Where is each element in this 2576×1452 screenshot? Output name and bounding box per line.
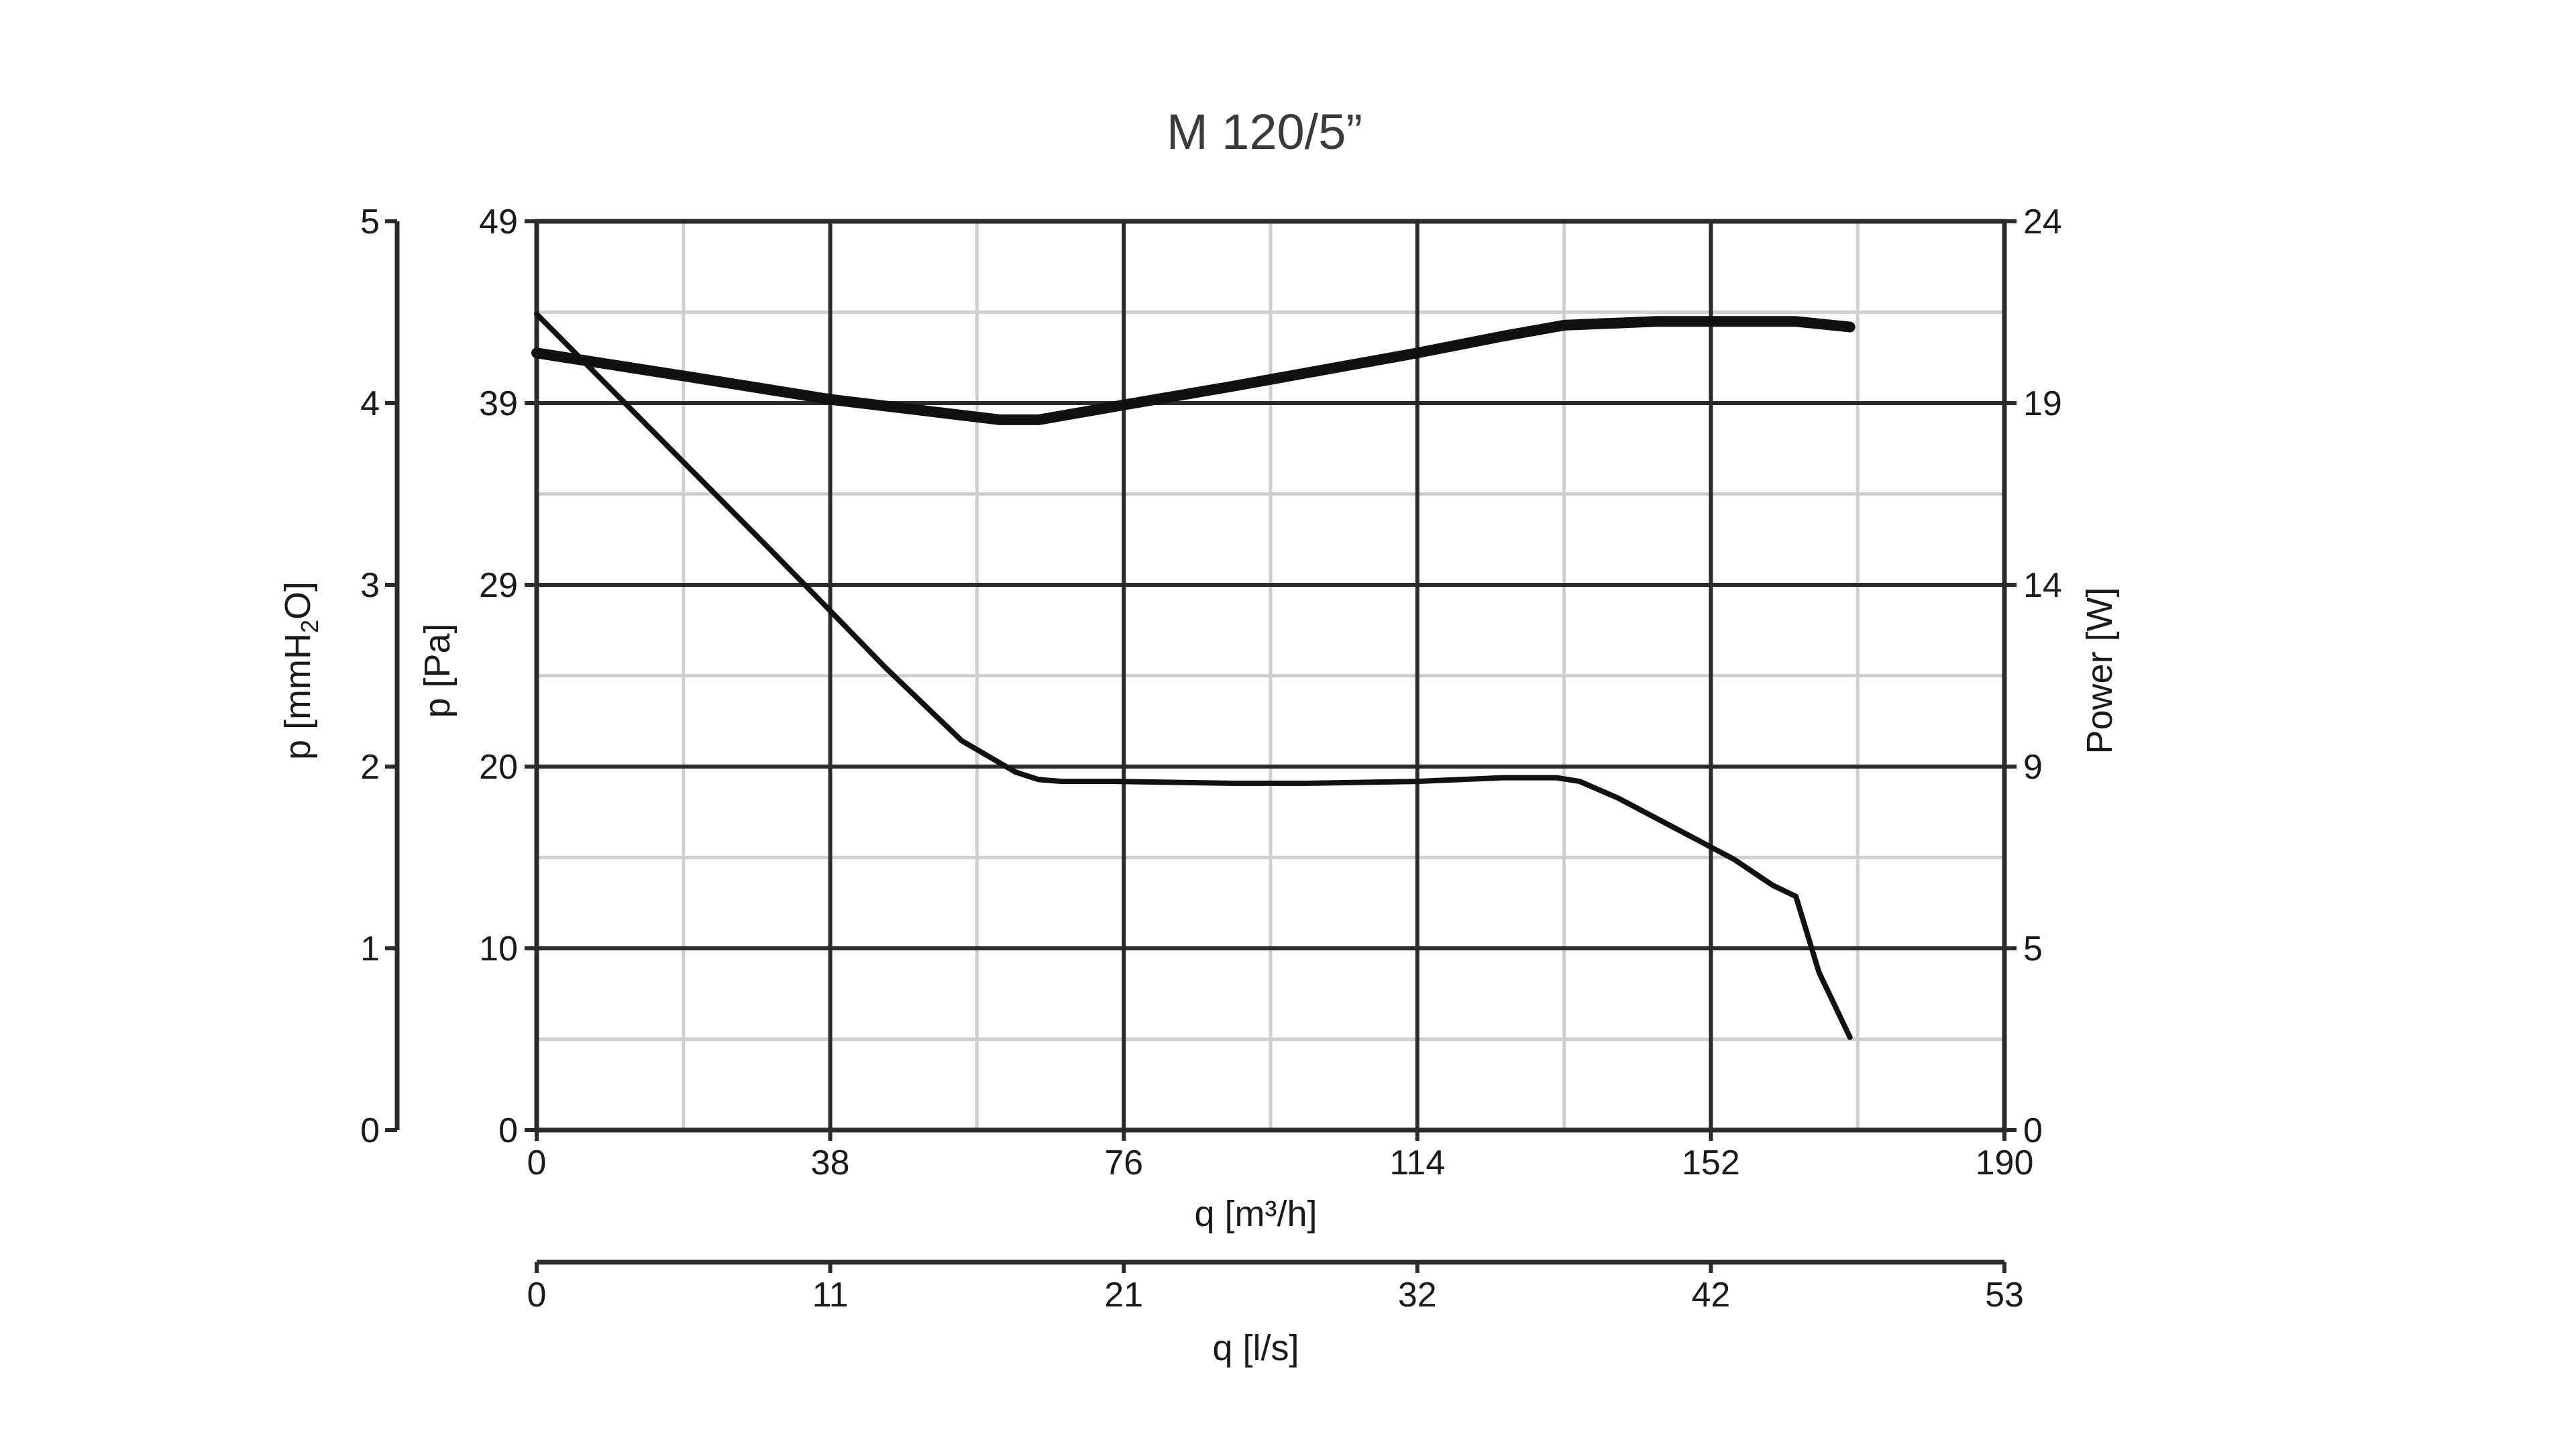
secondary-x-axis-tick-label: 0: [527, 1276, 547, 1315]
outer-left-axis-tick-label: 2: [360, 748, 380, 787]
secondary-x-axis-tick-label: 53: [1985, 1276, 2024, 1315]
right-axis-tick-label: 24: [2023, 203, 2062, 241]
right-axis-tick-label: 19: [2023, 384, 2062, 423]
outer-left-axis-tick-label: 1: [360, 930, 380, 968]
y-axis-label-left: p [Pa]: [417, 623, 458, 718]
left-axis-tick-label: 49: [479, 203, 518, 241]
x-axis-tick-label: 0: [527, 1143, 547, 1182]
outer-left-axis-tick-label: 4: [360, 384, 380, 423]
axes: [385, 219, 2017, 1273]
secondary-x-axis-tick-label: 21: [1104, 1276, 1143, 1315]
series-line-thick: [531, 316, 1856, 425]
left-axis-tick-label: 10: [479, 930, 518, 968]
left-axis-tick-label: 20: [479, 748, 518, 787]
outer-left-axis-tick-label: 5: [360, 203, 380, 241]
secondary-x-axis-tick-label: 32: [1398, 1276, 1437, 1315]
secondary-x-axis-tick-label: 11: [812, 1276, 849, 1315]
left-axis-tick-label: 0: [498, 1111, 518, 1150]
y-axis-label-right: Power [W]: [2080, 587, 2120, 754]
chart-title: M 120/5”: [1167, 104, 1362, 160]
y-axis-label-outer-end: O]: [278, 581, 318, 620]
right-axis-tick-label: 0: [2023, 1111, 2043, 1150]
y-axis-label-outer-main: p [mmH: [278, 633, 318, 760]
right-axis-tick-label: 9: [2023, 748, 2043, 787]
y-axis-label-outer-sub: 2: [296, 620, 323, 633]
outer-left-axis-tick-label: 0: [360, 1111, 380, 1150]
x-axis-label-secondary: q [l/s]: [1212, 1328, 1299, 1368]
minor-grid: [537, 221, 2004, 1130]
x-axis-tick-label: 76: [1104, 1143, 1143, 1182]
y-axis-label-outer-left: p [mmH2O]: [278, 581, 323, 760]
x-axis-tick-label: 190: [1976, 1143, 2034, 1182]
series-layer: [531, 311, 1856, 1040]
left-axis-tick-label: 29: [479, 566, 518, 605]
left-axis-tick-label: 39: [479, 384, 518, 423]
plot-frame: [534, 219, 2007, 1133]
x-axis-label-primary: q [m³/h]: [1194, 1194, 1317, 1234]
outer-left-axis-tick-label: 3: [360, 566, 380, 605]
right-axis-tick-label: 14: [2023, 566, 2062, 605]
right-axis-tick-label: 5: [2023, 930, 2043, 968]
secondary-x-axis-tick-label: 42: [1691, 1276, 1730, 1315]
x-axis-tick-label: 38: [811, 1143, 850, 1182]
series-line-thin: [534, 311, 1853, 1040]
major-grid: [537, 221, 2004, 1130]
x-axis-tick-label: 152: [1682, 1143, 1740, 1182]
x-axis-tick-label: 114: [1389, 1143, 1445, 1182]
